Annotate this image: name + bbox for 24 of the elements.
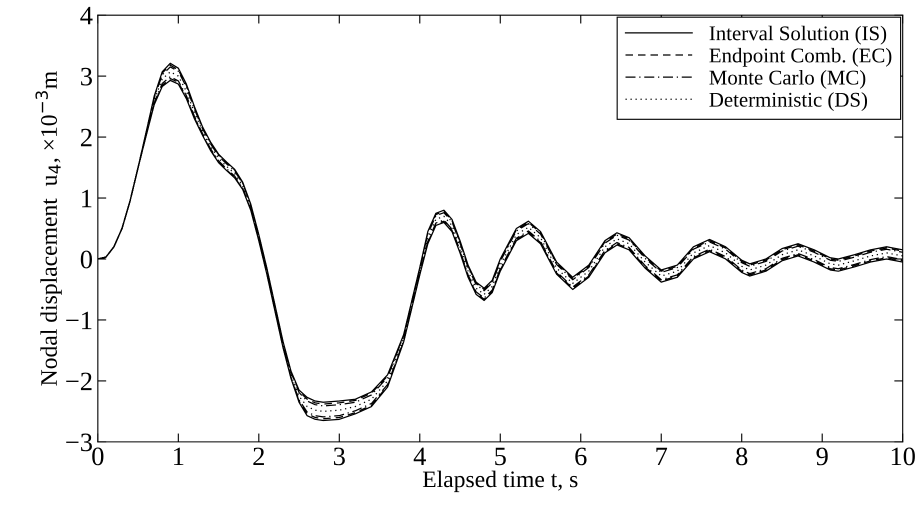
- x-tick-label: 5: [495, 448, 506, 466]
- y-tick-label: −3: [66, 434, 92, 452]
- legend-label: Monte Carlo (MC): [709, 70, 866, 89]
- y-tick-label: 1: [82, 190, 92, 208]
- y-tick-label: 2: [80, 128, 92, 146]
- x-tick-label: 9: [816, 448, 828, 466]
- y-tick-label: −1: [66, 312, 92, 330]
- y-tick-label: −2: [66, 372, 92, 390]
- x-tick-label: 6: [575, 448, 587, 466]
- x-axis-title: Elapsed time t, s: [422, 470, 578, 492]
- x-tick-label: 3: [334, 448, 345, 466]
- y-tick-label: 4: [80, 6, 93, 24]
- y-tick-label: 3: [81, 68, 92, 86]
- x-tick-label: 4: [414, 448, 426, 466]
- legend-label: Interval Solution (IS): [710, 26, 886, 45]
- x-tick-label: 1: [174, 448, 184, 466]
- legend-label: Deterministic (DS): [709, 92, 868, 112]
- x-tick-label: 10: [892, 448, 915, 466]
- x-tick-label: 7: [656, 448, 668, 466]
- y-tick-label: 0: [80, 250, 92, 268]
- x-tick-label: 8: [736, 448, 748, 466]
- legend-label: Endpoint Comb. (EC): [709, 48, 892, 67]
- y-axis-title: Nodal displacement u$_{4}$, ×10$^{−3}$m: [35, 71, 62, 386]
- x-tick-label: 2: [253, 448, 264, 466]
